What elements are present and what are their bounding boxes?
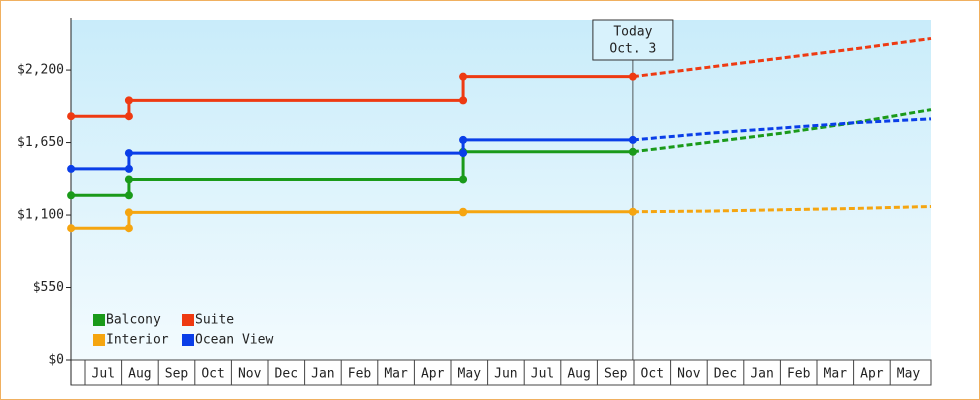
- price-point: [124, 164, 133, 173]
- forecast-line: [632, 108, 932, 154]
- x-tick-label: Jul: [531, 367, 554, 382]
- price-line: [71, 150, 633, 197]
- forecast-line: [632, 117, 932, 142]
- legend-label: Suite: [195, 313, 234, 328]
- x-tick-label: May: [458, 367, 482, 382]
- price-point: [459, 135, 468, 144]
- x-tick-label: Apr: [421, 367, 445, 382]
- y-tick-label: $2,200: [17, 63, 64, 78]
- x-tick-label: Nov: [238, 367, 262, 382]
- price-point: [67, 224, 76, 233]
- legend-label: Ocean View: [195, 333, 273, 348]
- forecast-line: [632, 204, 932, 214]
- price-point: [628, 207, 637, 216]
- plot-background: [71, 20, 931, 360]
- x-tick-label: Aug: [128, 367, 151, 382]
- y-tick-label: $1,100: [17, 208, 64, 223]
- y-tick-label: $0: [48, 353, 64, 368]
- price-point: [124, 149, 133, 158]
- price-line: [71, 75, 633, 118]
- y-tick-label: $550: [33, 280, 64, 295]
- x-tick-label: Feb: [348, 367, 372, 382]
- x-tick-label: Dec: [275, 367, 298, 382]
- price-point: [124, 191, 133, 200]
- x-tick-label: Apr: [860, 367, 884, 382]
- price-line: [71, 138, 633, 171]
- legend-swatch: [182, 334, 194, 346]
- price-point: [459, 96, 468, 105]
- price-point: [124, 112, 133, 121]
- legend-label: Balcony: [106, 313, 161, 328]
- x-tick-label: Oct: [201, 367, 224, 382]
- today-box: [592, 19, 674, 61]
- x-tick-label: Jun: [494, 367, 517, 382]
- x-tick-label: May: [897, 367, 921, 382]
- price-point: [628, 72, 637, 81]
- price-point: [67, 191, 76, 200]
- price-point: [67, 112, 76, 121]
- price-point: [459, 149, 468, 158]
- x-tick-label: Sep: [604, 367, 628, 382]
- price-line: [71, 210, 633, 230]
- x-tick-label: Nov: [677, 367, 701, 382]
- x-tick-label: Dec: [714, 367, 737, 382]
- x-tick-label: Feb: [787, 367, 811, 382]
- x-tick-label: Oct: [641, 367, 664, 382]
- x-tick-label: Jan: [750, 367, 773, 382]
- legend-swatch: [182, 314, 194, 326]
- price-point: [67, 164, 76, 173]
- price-point: [628, 135, 637, 144]
- price-point: [628, 147, 637, 156]
- legend-swatch: [93, 334, 105, 346]
- price-point: [459, 72, 468, 81]
- legend-label: Interior: [106, 333, 169, 348]
- price-point: [459, 207, 468, 216]
- legend-swatch: [93, 314, 105, 326]
- x-tick-label: Mar: [824, 367, 848, 382]
- price-point: [124, 96, 133, 105]
- x-tick-label: Sep: [165, 367, 189, 382]
- forecast-line: [632, 36, 932, 79]
- price-point: [124, 224, 133, 233]
- x-tick-label: Aug: [567, 367, 590, 382]
- today-label: Today: [613, 25, 652, 40]
- price-point: [459, 175, 468, 184]
- today-date: Oct. 3: [609, 42, 656, 57]
- price-point: [124, 175, 133, 184]
- price-point: [124, 208, 133, 217]
- x-tick-label: Jan: [311, 367, 334, 382]
- x-tick-label: Jul: [92, 367, 115, 382]
- x-tick-label: Mar: [384, 367, 408, 382]
- y-tick-label: $1,650: [17, 135, 64, 150]
